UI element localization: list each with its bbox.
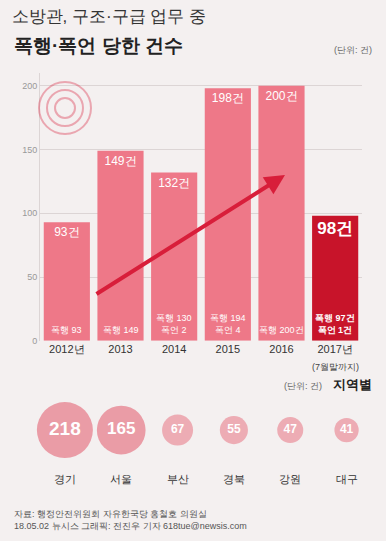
svg-text:2014: 2014 — [162, 343, 186, 355]
svg-text:200건: 200건 — [265, 89, 297, 103]
svg-text:55: 55 — [227, 422, 241, 436]
svg-text:폭행 93: 폭행 93 — [51, 325, 82, 335]
svg-text:2017년: 2017년 — [317, 343, 352, 355]
svg-text:2015: 2015 — [216, 343, 240, 355]
svg-text:149건: 149건 — [104, 154, 136, 168]
svg-text:50: 50 — [27, 272, 37, 282]
svg-text:165: 165 — [107, 419, 135, 438]
svg-text:218: 218 — [49, 418, 81, 439]
svg-text:폭행 194폭언 4: 폭행 194폭언 4 — [210, 313, 246, 335]
svg-text:부산: 부산 — [167, 473, 189, 485]
svg-text:(7월말까지): (7월말까지) — [312, 362, 359, 372]
svg-text:경북: 경북 — [223, 473, 245, 485]
svg-text:100: 100 — [22, 208, 37, 218]
svg-text:150: 150 — [22, 145, 37, 155]
svg-text:0: 0 — [32, 336, 37, 346]
svg-text:198건: 198건 — [212, 91, 244, 105]
svg-text:132건: 132건 — [158, 176, 190, 190]
svg-text:소방관, 구조·구급 업무 중: 소방관, 구조·구급 업무 중 — [12, 7, 207, 26]
svg-text:2012년: 2012년 — [49, 343, 84, 355]
svg-text:서울: 서울 — [110, 473, 132, 485]
svg-text:경기: 경기 — [54, 473, 76, 485]
svg-text:(단위: 건): (단위: 건) — [334, 45, 372, 55]
svg-text:폭행 200건: 폭행 200건 — [259, 325, 304, 335]
svg-text:대구: 대구 — [336, 473, 358, 485]
svg-text:41: 41 — [340, 422, 354, 436]
svg-text:93건: 93건 — [54, 225, 79, 239]
svg-text:47: 47 — [284, 422, 298, 436]
svg-text:(단위: 건) 지역별: (단위: 건) 지역별 — [284, 377, 372, 392]
svg-text:2013: 2013 — [108, 343, 132, 355]
svg-text:강원: 강원 — [279, 473, 301, 485]
svg-text:200: 200 — [22, 81, 37, 91]
svg-text:폭행·폭언 당한 건수: 폭행·폭언 당한 건수 — [14, 35, 183, 56]
svg-text:폭행 149: 폭행 149 — [103, 325, 139, 335]
svg-text:98건: 98건 — [317, 219, 353, 238]
svg-text:자료: 행정안전위원회 자유한국당 홍철호 의원실18.05: 자료: 행정안전위원회 자유한국당 홍철호 의원실18.05.02 뉴시스 그래… — [14, 509, 247, 531]
svg-text:67: 67 — [171, 422, 185, 436]
svg-text:폭행 130폭언 2: 폭행 130폭언 2 — [156, 313, 192, 335]
svg-text:폭행 97건폭언 1건: 폭행 97건폭언 1건 — [315, 313, 355, 335]
svg-text:2016: 2016 — [269, 343, 293, 355]
